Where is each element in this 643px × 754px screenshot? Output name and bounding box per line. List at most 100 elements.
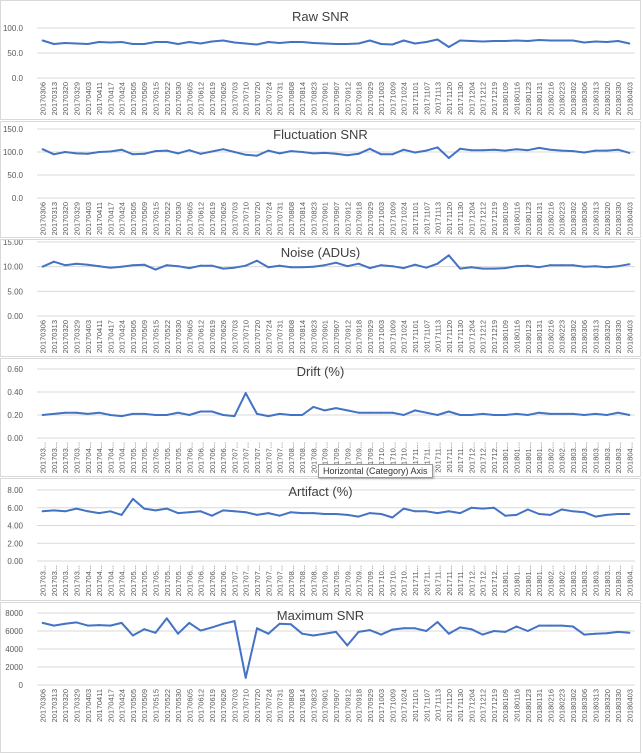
- x-tick-label: 201711...: [411, 442, 420, 473]
- data-point: [470, 506, 473, 509]
- data-point: [233, 510, 236, 513]
- chart-panel-3[interactable]: 0.00 5.00 10.00 15.00 20170306 20170313 201703…: [0, 239, 641, 357]
- data-point: [278, 152, 281, 155]
- x-tick-label: 20171107: [422, 320, 431, 353]
- data-point: [323, 42, 326, 45]
- y-tick-label: 4000: [5, 645, 23, 654]
- x-tick-label: 20180313: [592, 320, 601, 353]
- x-tick-label: 20180330: [614, 320, 623, 353]
- x-tick-label: 20170424: [118, 689, 127, 722]
- x-tick-label: 201703...: [39, 565, 48, 596]
- data-point: [357, 630, 360, 633]
- data-point: [188, 149, 191, 152]
- x-tick-label: 20170530: [174, 689, 183, 722]
- data-point: [628, 263, 631, 266]
- data-point: [98, 151, 101, 153]
- x-tick-label: 201703...: [50, 565, 59, 596]
- x-tick-label: 201703...: [61, 442, 70, 473]
- y-tick-label: 2.00: [7, 539, 23, 548]
- y-tick-label: 0.60: [7, 365, 23, 374]
- data-point: [301, 151, 304, 153]
- chart-panel-4[interactable]: 0.00 0.20 0.40 0.60 201703... 201703... 201703…: [0, 358, 641, 477]
- x-tick-label: 201711...: [434, 565, 443, 596]
- x-tick-label: 20170720: [253, 202, 262, 235]
- data-point: [549, 412, 552, 415]
- x-tick-label: 20180302: [569, 689, 578, 722]
- data-point: [357, 262, 360, 265]
- x-tick-label: 20180313: [592, 82, 601, 115]
- x-tick-label: 20170814: [298, 320, 307, 353]
- x-tick-label: 20170329: [72, 320, 81, 353]
- chart-panel-2[interactable]: 0.0 50.0 100.0 150.0 20170306 20170313 2017032…: [0, 121, 641, 238]
- x-tick-label: 20170731: [276, 320, 285, 353]
- y-tick-label: 6000: [5, 627, 23, 636]
- x-tick-label: 20180306: [580, 320, 589, 353]
- data-point: [289, 623, 292, 626]
- data-point: [549, 264, 552, 267]
- x-tick-label: 20180403: [625, 82, 634, 115]
- data-point: [109, 266, 112, 269]
- x-tick-label: 20171024: [400, 82, 409, 115]
- x-tick-label: 20170823: [309, 202, 318, 235]
- data-point: [312, 152, 315, 155]
- x-tick-label: 20180320: [603, 82, 612, 115]
- x-tick-label: 20180131: [535, 689, 544, 722]
- x-tick-label: 20171212: [479, 82, 488, 115]
- y-tick-label: 100.0: [3, 24, 24, 33]
- x-tick-label: 20180116: [513, 320, 522, 353]
- data-point: [413, 151, 416, 154]
- x-tick-label: 20170612: [197, 82, 206, 115]
- data-point: [222, 509, 225, 512]
- x-tick-label: 20170509: [140, 202, 149, 235]
- data-point: [289, 414, 292, 416]
- chart-panel-1[interactable]: 0.0 50.0 100.0 20170306 20170313 20170320 2017…: [0, 0, 641, 120]
- x-tick-label: 201708...: [298, 442, 307, 473]
- x-tick-label: 20171204: [467, 689, 476, 722]
- data-point: [481, 507, 484, 510]
- chart-panel-5[interactable]: 0.00 2.00 4.00 6.00 8.00 201703... 201703... 20…: [0, 478, 641, 601]
- x-tick-label: 20171204: [467, 202, 476, 235]
- data-point: [402, 148, 405, 151]
- series-line: [42, 146, 630, 159]
- data-point: [538, 39, 541, 41]
- x-tick-label: 20170720: [253, 82, 262, 115]
- data-point: [425, 411, 428, 414]
- x-tick-label: 201709...: [343, 565, 352, 596]
- x-tick-label: 201707...: [276, 442, 285, 473]
- data-point: [86, 152, 89, 155]
- data-point: [605, 414, 608, 416]
- data-point: [312, 265, 315, 268]
- x-tick-label: 20170731: [276, 689, 285, 722]
- data-point: [617, 40, 620, 42]
- data-point: [199, 264, 202, 267]
- x-tick-label: 20170417: [106, 689, 115, 722]
- x-tick-label: 201711...: [411, 565, 420, 596]
- data-point: [605, 266, 608, 269]
- x-tick-label: 20170329: [72, 202, 81, 235]
- data-point: [120, 265, 123, 268]
- chart-panel-6[interactable]: 0 2000 4000 6000 8000 20170306 20170313 2017032…: [0, 602, 641, 753]
- x-tick-label: 201706...: [185, 565, 194, 596]
- data-point: [165, 617, 168, 620]
- x-tick-label: 20180216: [546, 689, 555, 722]
- x-tick-label: 20170619: [208, 202, 217, 235]
- x-tick-label: 20170907: [332, 82, 341, 115]
- x-tick-label: 20170306: [39, 689, 48, 722]
- x-tick-label: 201801...: [524, 442, 533, 473]
- x-tick-label: 201705...: [129, 442, 138, 473]
- data-point: [256, 154, 259, 157]
- data-point: [335, 43, 337, 45]
- x-tick-label: 201803...: [614, 442, 623, 473]
- x-tick-label: 201709...: [332, 565, 341, 596]
- data-point: [628, 512, 631, 515]
- data-point: [628, 42, 631, 45]
- data-point: [109, 624, 112, 627]
- data-point: [233, 151, 236, 153]
- data-point: [481, 412, 484, 415]
- x-tick-label: 20170724: [264, 689, 273, 722]
- x-tick-label: 20170724: [264, 320, 273, 353]
- data-point: [256, 412, 259, 415]
- data-point: [199, 152, 202, 155]
- x-tick-label: 20170417: [106, 202, 115, 235]
- x-tick-label: 20180123: [524, 320, 533, 353]
